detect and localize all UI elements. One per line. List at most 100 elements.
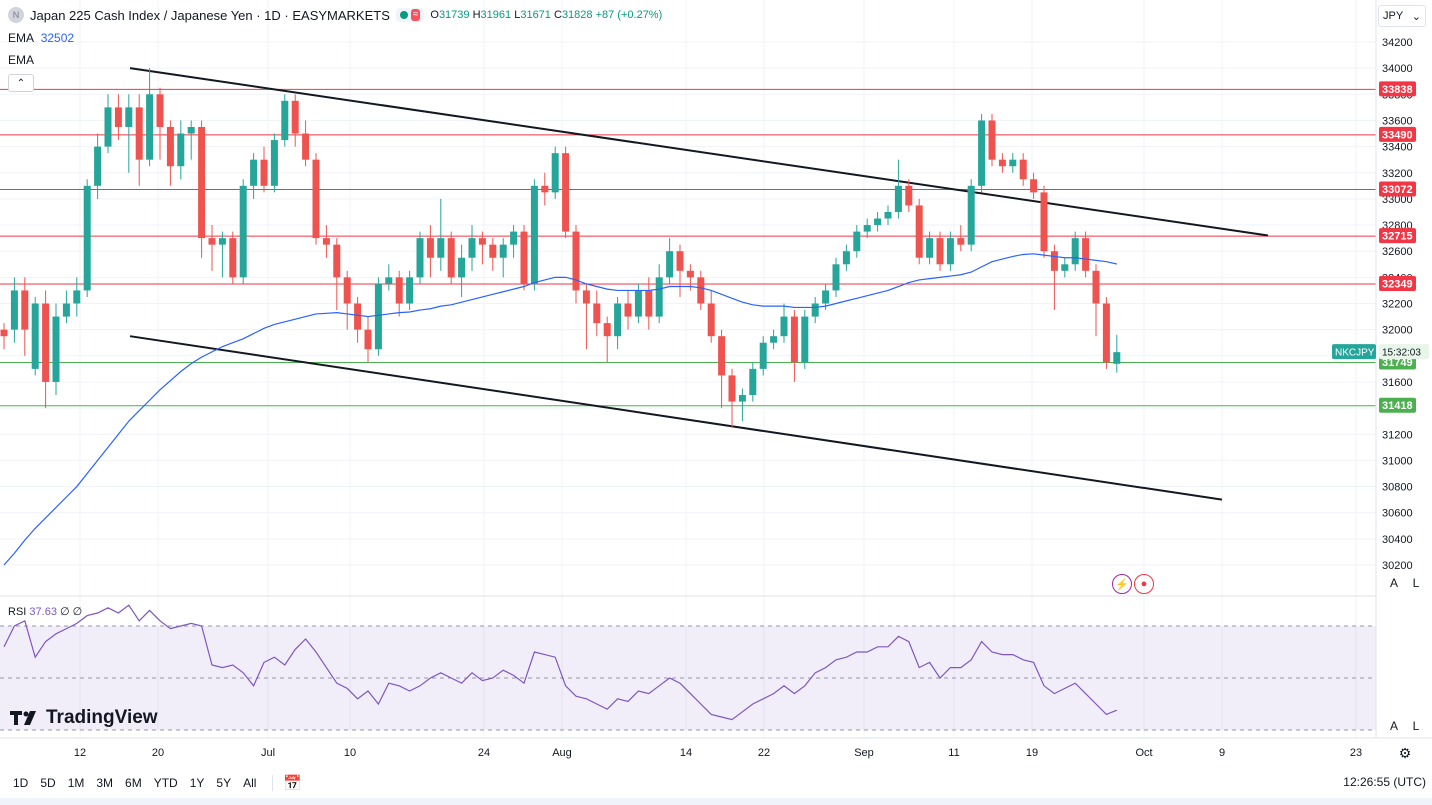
rsi-log-scale-button[interactable]: L (1406, 716, 1426, 736)
candle-body (863, 225, 871, 232)
resistance-label-bg (1379, 81, 1416, 97)
candle-body (302, 133, 310, 160)
candle-body (510, 231, 518, 245)
candle-body (458, 257, 466, 278)
candle-body (645, 290, 653, 317)
candle-body (811, 303, 819, 317)
record-icon[interactable]: ● (1134, 574, 1154, 594)
range-button-3m[interactable]: 3M (96, 776, 114, 790)
candle-body (270, 140, 278, 186)
time-tick-label: 11 (948, 747, 959, 759)
market-open-icon (399, 11, 408, 19)
range-button-1m[interactable]: 1M (67, 776, 85, 790)
price-tick-label: 33400 (1382, 142, 1413, 154)
candle-body (291, 100, 299, 134)
rsi-legend[interactable]: RSI 37.63 ∅ ∅ (8, 606, 83, 618)
candle-body (499, 244, 507, 258)
price-tick-label: 30400 (1382, 534, 1413, 546)
candle-body (822, 290, 830, 304)
price-tick-label: 33200 (1382, 168, 1413, 180)
tradingview-logo[interactable]: TradingView (10, 707, 158, 729)
support-label-bg (1379, 397, 1416, 413)
price-tick-label: 31600 (1382, 377, 1413, 389)
auto-scale-button[interactable]: A (1384, 573, 1404, 593)
candle-body (676, 251, 684, 271)
range-button-5d[interactable]: 5D (40, 776, 56, 790)
range-button-6m[interactable]: 6M (125, 776, 142, 790)
utc-clock[interactable]: 12:26:55 (UTC) (1343, 775, 1426, 789)
collapse-indicators-button[interactable]: ⌃ (8, 74, 34, 92)
candle-body (478, 238, 486, 245)
ema-legend-1[interactable]: EMA 32502 (8, 31, 75, 45)
rsi-line (3, 604, 1118, 721)
candle-body (125, 107, 133, 127)
candle-body (83, 185, 91, 291)
candle-body (1009, 159, 1017, 167)
candle-body (666, 251, 674, 278)
countdown-timer: 15:32:03 (1382, 348, 1421, 359)
candle-body (707, 303, 715, 337)
chart-canvas[interactable]: 80.0060.0040.00 342003400033800336003340… (0, 0, 1432, 768)
currency-dropdown[interactable]: JPY ⌄ (1378, 5, 1426, 27)
candle-body (853, 231, 861, 252)
candle-body (832, 264, 840, 291)
candle-body (198, 126, 206, 239)
market-status-pill[interactable]: ≈ (395, 8, 425, 22)
resistance-label: 32349 (1382, 279, 1413, 291)
candle-body (874, 218, 882, 226)
trendline-lower (129, 335, 1223, 501)
price-tick-label: 33000 (1382, 194, 1413, 206)
candle-body (333, 244, 341, 278)
candle-body (94, 146, 102, 186)
price-tick-label: 30800 (1382, 482, 1413, 494)
symbol-title[interactable]: Japan 225 Cash Index / Japanese Yen · 1D… (30, 7, 390, 23)
candle-body (905, 185, 913, 206)
gear-icon[interactable]: ⚙ (1398, 744, 1412, 761)
candle-body (551, 153, 559, 193)
range-button-ytd[interactable]: YTD (153, 776, 178, 790)
time-tick-label: Aug (552, 747, 572, 759)
range-button-1y[interactable]: 1Y (189, 776, 205, 790)
calendar-goto-icon[interactable]: 📅 (283, 775, 303, 792)
range-button-all[interactable]: All (243, 776, 257, 790)
time-tick-label: 24 (478, 747, 490, 759)
candle-body (468, 238, 476, 258)
rsi-auto-scale-button[interactable]: A (1384, 716, 1404, 736)
candle-body (1113, 352, 1121, 364)
candle-body (801, 316, 809, 363)
candle-body (208, 238, 216, 245)
candle-body (1040, 192, 1048, 252)
lightning-icon[interactable]: ⚡ (1112, 574, 1132, 594)
range-button-1d[interactable]: 1D (13, 776, 29, 790)
candle-body (1092, 270, 1100, 304)
candle-body (582, 290, 590, 304)
candle-body (250, 159, 258, 186)
price-tick-label: 31200 (1382, 429, 1413, 441)
candle-body (1030, 179, 1038, 193)
candle-body (967, 185, 975, 245)
candle-body (281, 100, 289, 141)
time-tick-label: 9 (1219, 747, 1225, 759)
resistance-label: 33072 (1382, 184, 1413, 196)
candle-body (915, 205, 923, 258)
candlestick-series (0, 68, 1121, 428)
candle-body (177, 133, 185, 167)
candle-body (759, 342, 767, 369)
candle-body (10, 290, 18, 330)
candle-body (260, 159, 268, 186)
candle-body (0, 329, 8, 337)
resistance-label-bg (1379, 126, 1416, 142)
candle-body (229, 238, 237, 278)
candle-body (447, 238, 455, 278)
candle-body (31, 303, 39, 369)
candle-body (926, 238, 934, 258)
ema-legend-2[interactable]: EMA (8, 53, 35, 67)
support-label: 31418 (1382, 400, 1413, 412)
candle-body (73, 290, 81, 304)
resistance-label-bg (1379, 276, 1416, 292)
rsi-value: 37.63 (29, 606, 57, 618)
candle-body (790, 316, 798, 363)
log-scale-button[interactable]: L (1406, 573, 1426, 593)
chevron-up-icon: ⌃ (16, 77, 26, 89)
range-button-5y[interactable]: 5Y (216, 776, 232, 790)
